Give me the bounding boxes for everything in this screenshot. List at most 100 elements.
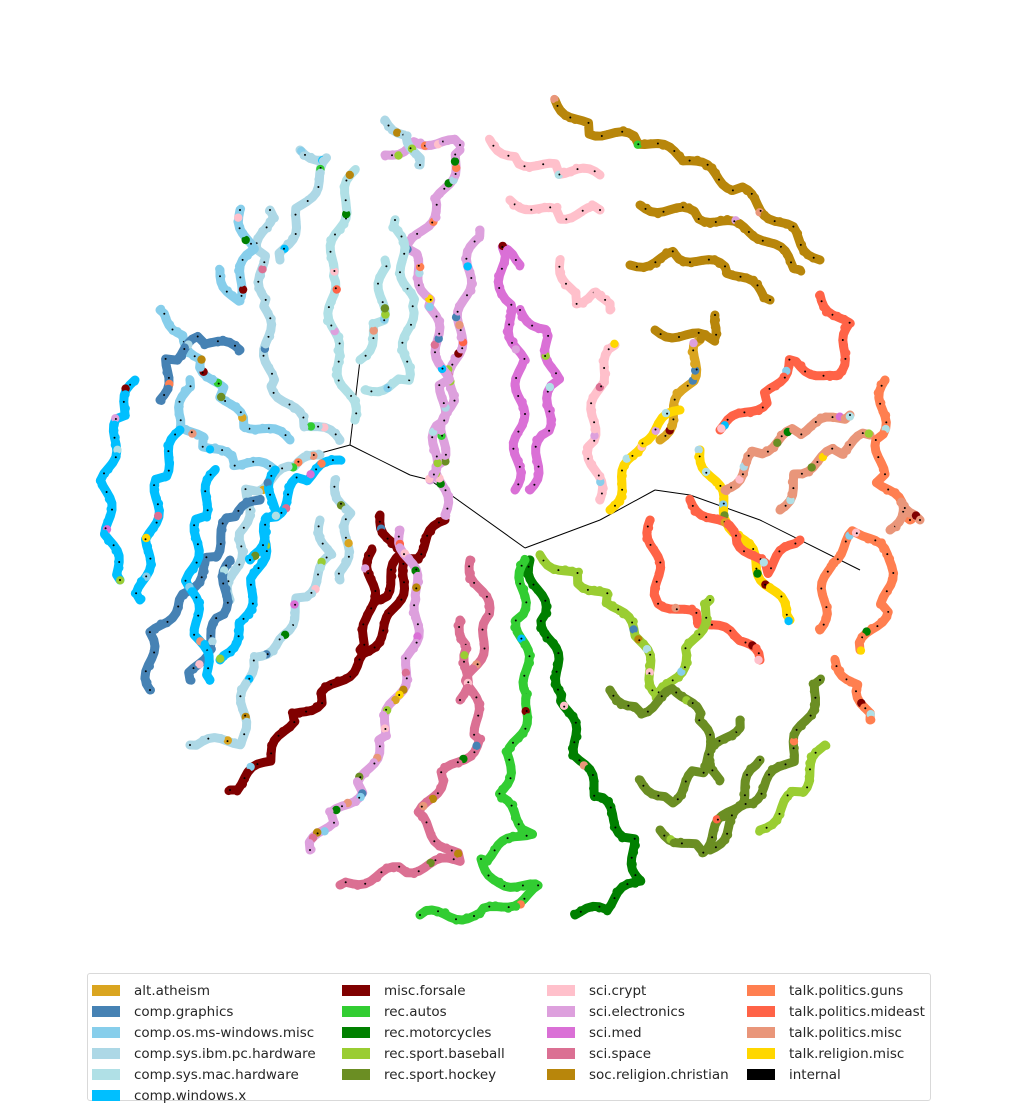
internal-node bbox=[768, 387, 771, 390]
data-point bbox=[236, 698, 245, 708]
data-point bbox=[544, 203, 553, 213]
data-point bbox=[485, 901, 494, 910]
data-point bbox=[204, 650, 213, 659]
legend-swatch bbox=[547, 1006, 575, 1017]
internal-node bbox=[195, 596, 198, 599]
internal-node bbox=[437, 521, 440, 524]
internal-node bbox=[344, 881, 347, 884]
internal-node bbox=[435, 455, 438, 458]
internal-node bbox=[435, 203, 438, 206]
data-point bbox=[406, 362, 415, 372]
data-point bbox=[441, 908, 450, 917]
data-point bbox=[776, 810, 785, 819]
internal-node bbox=[735, 534, 737, 537]
data-point bbox=[656, 826, 665, 835]
internal-node bbox=[525, 601, 528, 604]
data-point bbox=[432, 207, 441, 217]
data-point bbox=[694, 445, 703, 455]
data-point bbox=[191, 526, 200, 535]
data-point bbox=[590, 431, 599, 440]
internal-node bbox=[417, 264, 420, 267]
data-point bbox=[200, 559, 210, 568]
internal-node bbox=[269, 317, 272, 320]
internal-edge bbox=[599, 489, 656, 521]
internal-node bbox=[532, 583, 535, 586]
data-point bbox=[792, 358, 801, 367]
internal-edge bbox=[349, 444, 411, 476]
internal-node bbox=[270, 752, 273, 755]
internal-node bbox=[398, 865, 401, 868]
data-point bbox=[497, 794, 506, 803]
data-point bbox=[754, 655, 763, 665]
data-point bbox=[691, 608, 700, 617]
internal-node bbox=[676, 798, 679, 801]
data-point bbox=[669, 247, 679, 257]
data-point bbox=[444, 376, 453, 385]
internal-node bbox=[372, 337, 375, 340]
data-point bbox=[610, 339, 619, 348]
internal-node bbox=[317, 525, 320, 528]
data-point bbox=[248, 585, 257, 595]
data-point bbox=[717, 424, 726, 433]
data-point bbox=[192, 617, 201, 626]
data-point bbox=[749, 800, 758, 809]
data-point bbox=[427, 830, 436, 839]
internal-node bbox=[663, 834, 666, 837]
internal-node bbox=[156, 503, 159, 506]
data-point bbox=[735, 636, 745, 646]
internal-node bbox=[507, 906, 510, 909]
legend-item: soc.religion.christian bbox=[547, 1064, 729, 1085]
data-point bbox=[887, 580, 896, 589]
internal-node bbox=[747, 454, 750, 457]
internal-node bbox=[431, 221, 434, 224]
internal-node bbox=[698, 719, 701, 722]
data-point bbox=[299, 151, 308, 160]
data-point bbox=[218, 518, 227, 527]
data-point bbox=[470, 912, 480, 921]
data-point bbox=[479, 903, 488, 913]
data-point bbox=[112, 452, 121, 461]
internal-node bbox=[267, 427, 270, 430]
data-point bbox=[434, 517, 444, 526]
data-point bbox=[247, 592, 257, 601]
data-point bbox=[876, 380, 885, 389]
internal-node bbox=[112, 544, 115, 547]
data-point bbox=[642, 645, 652, 654]
data-point bbox=[134, 581, 144, 591]
internal-node bbox=[613, 897, 616, 900]
internal-node bbox=[722, 502, 725, 505]
internal-node bbox=[544, 599, 547, 602]
data-point bbox=[398, 238, 407, 247]
data-point bbox=[97, 480, 107, 490]
data-point bbox=[514, 734, 523, 743]
data-point bbox=[645, 207, 655, 216]
data-point bbox=[296, 409, 305, 418]
data-point bbox=[728, 811, 738, 821]
internal-node bbox=[855, 532, 858, 535]
data-point bbox=[418, 543, 428, 552]
internal-node bbox=[333, 821, 335, 824]
data-point bbox=[629, 625, 638, 634]
data-point bbox=[328, 260, 338, 269]
data-point bbox=[185, 568, 194, 578]
internal-node bbox=[825, 606, 828, 609]
data-point bbox=[652, 576, 662, 585]
internal-node bbox=[403, 252, 406, 255]
data-point bbox=[421, 863, 430, 872]
data-point bbox=[703, 757, 712, 766]
data-point bbox=[514, 456, 523, 465]
internal-node bbox=[385, 265, 388, 268]
legend-label: comp.graphics bbox=[134, 1003, 234, 1020]
internal-node bbox=[792, 225, 795, 228]
internal-node bbox=[473, 240, 476, 243]
internal-node bbox=[225, 564, 228, 567]
data-point bbox=[149, 634, 158, 644]
internal-node bbox=[809, 714, 812, 717]
data-point bbox=[523, 830, 533, 839]
internal-node bbox=[189, 385, 192, 388]
data-point bbox=[876, 600, 885, 609]
data-point bbox=[804, 765, 814, 774]
legend-label: rec.sport.hockey bbox=[384, 1066, 497, 1083]
internal-node bbox=[506, 837, 509, 840]
internal-node bbox=[575, 302, 578, 305]
